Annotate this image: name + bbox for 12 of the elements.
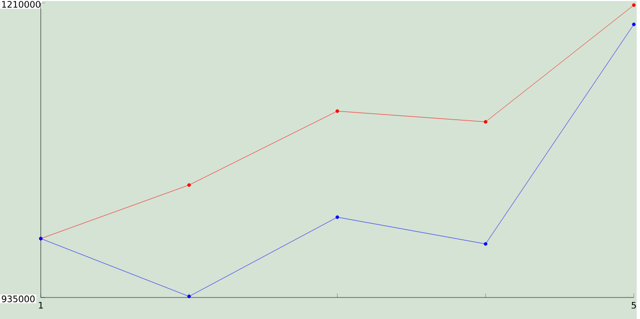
- point: [484, 120, 488, 124]
- point: [187, 183, 191, 187]
- x-tick-label: 5: [632, 302, 636, 308]
- x-tick-label: 1: [38, 302, 43, 308]
- point: [336, 109, 340, 113]
- point: [484, 242, 488, 246]
- y-tick-label: 935000: [2, 295, 35, 302]
- point: [187, 294, 191, 298]
- point: [632, 22, 636, 26]
- point: [336, 215, 340, 219]
- y-tick-label: 1210000: [2, 0, 40, 8]
- point: [632, 3, 636, 7]
